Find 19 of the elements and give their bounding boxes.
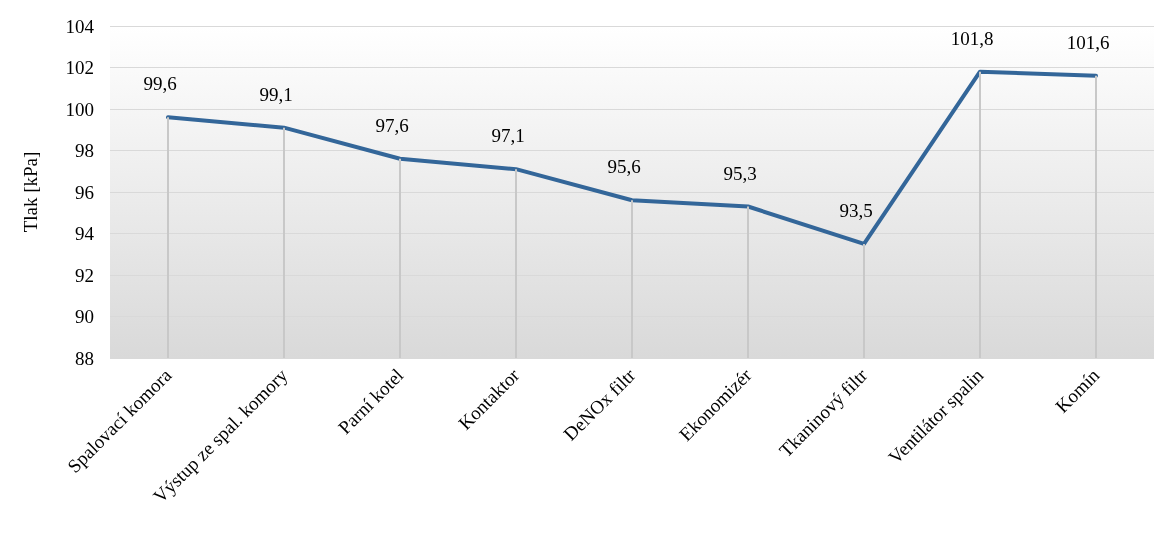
y-tick-label: 96 <box>75 181 94 203</box>
data-label: 99,1 <box>259 83 293 105</box>
y-axis-title: Tlak [kPa] <box>20 151 41 233</box>
data-label: 99,6 <box>143 73 177 95</box>
y-tick-label: 90 <box>75 306 94 327</box>
y-tick-label: 94 <box>75 223 95 244</box>
y-tick-label: 88 <box>75 347 94 369</box>
y-tick-label: 98 <box>75 140 94 161</box>
data-label: 93,5 <box>839 199 873 221</box>
data-label: 95,3 <box>723 162 757 184</box>
y-tick-label: 100 <box>65 98 94 120</box>
y-tick-label: 102 <box>65 57 94 78</box>
data-label: 97,1 <box>491 125 525 147</box>
data-label: 101,8 <box>950 27 994 49</box>
data-label: 95,6 <box>607 156 641 178</box>
data-label: 97,6 <box>375 114 409 136</box>
y-tick-label: 104 <box>65 15 95 37</box>
data-label: 101,6 <box>1066 31 1110 53</box>
y-tick-label: 92 <box>75 264 94 286</box>
